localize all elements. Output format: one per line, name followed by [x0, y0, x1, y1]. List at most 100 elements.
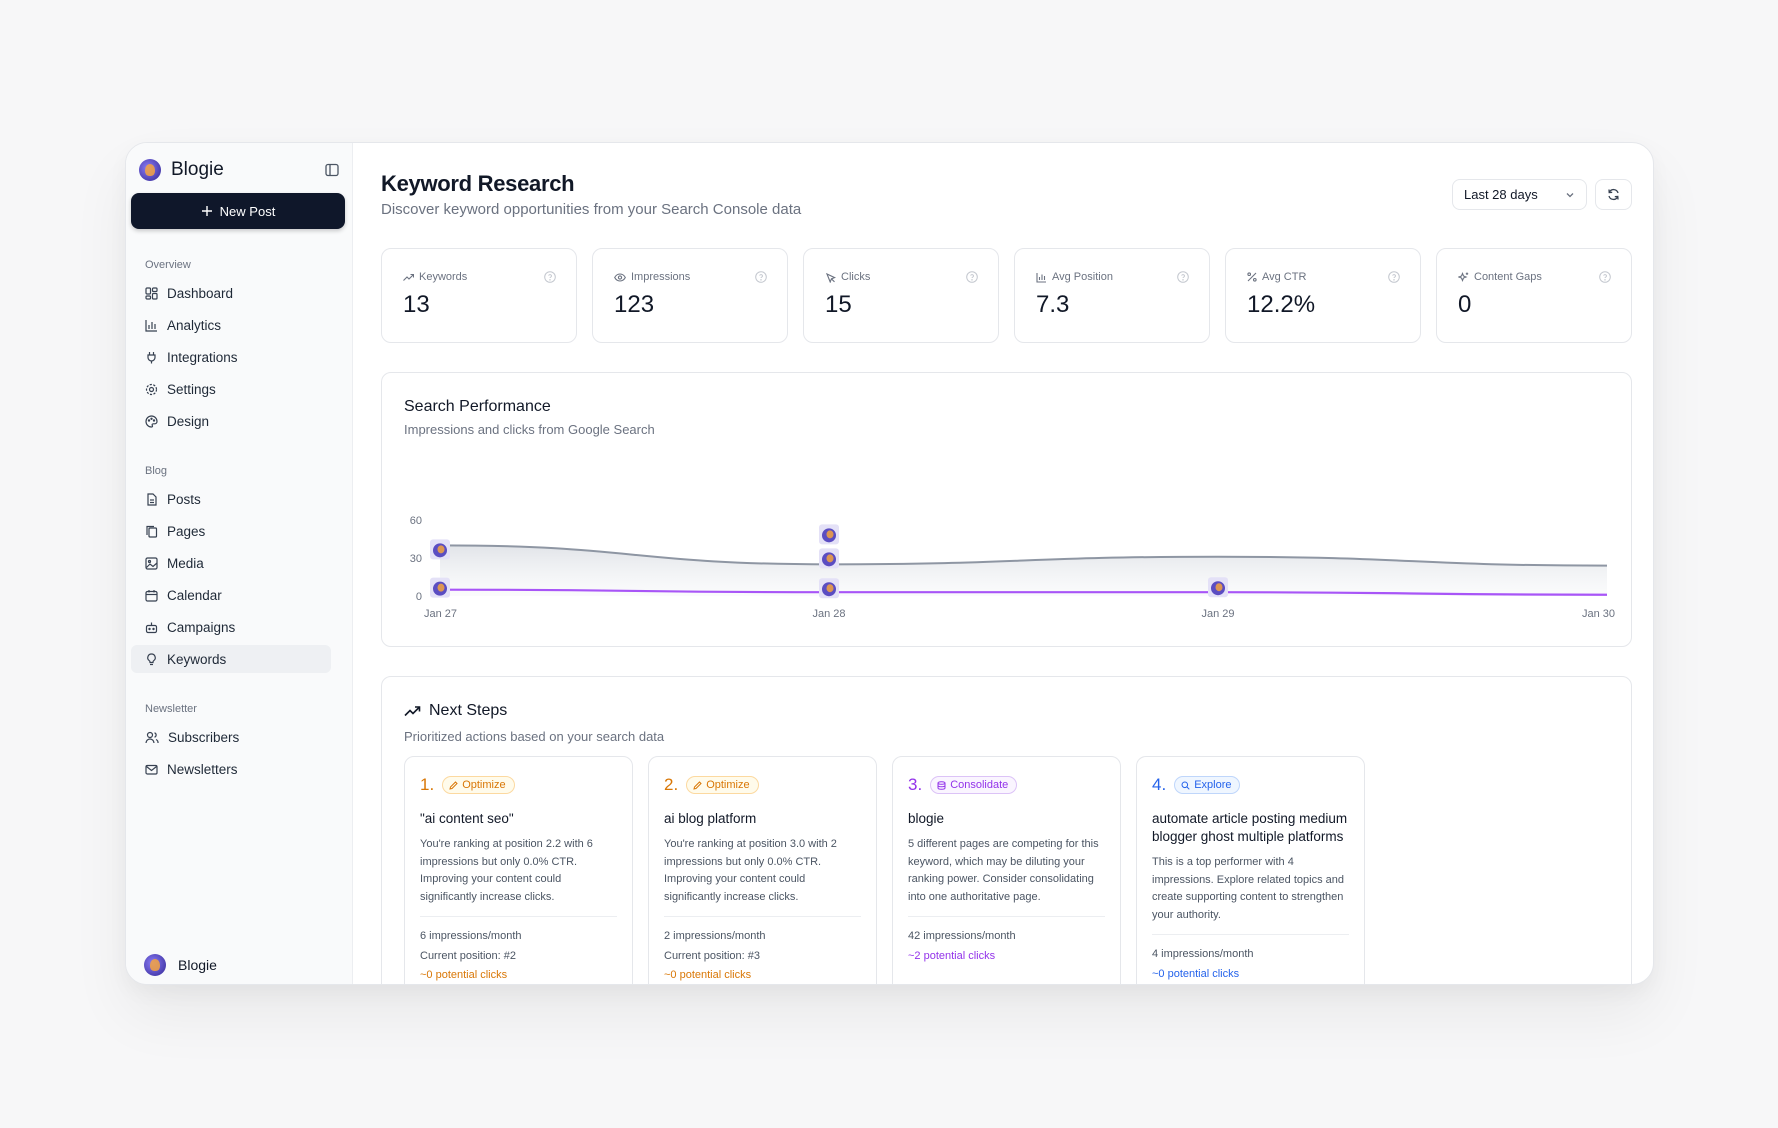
percent-icon — [1247, 272, 1257, 282]
sidebar-item-pages[interactable]: Pages — [131, 517, 331, 545]
dashboard-icon — [145, 286, 158, 300]
step-number: 2. — [664, 775, 679, 794]
y-tick-label: 30 — [410, 553, 422, 565]
stat-label-row: Keywords — [403, 271, 556, 283]
bar-chart-icon — [1036, 272, 1046, 283]
data-point-avatar-icon[interactable] — [1208, 577, 1228, 598]
sidebar-item-media[interactable]: Media — [131, 549, 331, 577]
sidebar-item-settings[interactable]: Settings — [131, 375, 331, 403]
stat-card-content-gaps: Content Gaps 0 — [1436, 248, 1632, 343]
help-circle-icon[interactable] — [544, 271, 556, 283]
sidebar-item-dashboard[interactable]: Dashboard — [131, 279, 331, 307]
sidebar-item-campaigns[interactable]: Campaigns — [131, 613, 331, 641]
date-range-select[interactable]: Last 28 days — [1452, 179, 1587, 210]
sidebar-item-design[interactable]: Design — [131, 407, 331, 435]
main-content: Keyword Research Discover keyword opport… — [353, 143, 1653, 984]
series-line-1 — [439, 588, 1608, 596]
sidebar-item-label: Subscribers — [168, 729, 240, 745]
refresh-button[interactable] — [1595, 179, 1632, 210]
x-tick-label: Jan 27 — [424, 608, 457, 620]
step-header: 1. Optimize — [420, 775, 617, 795]
stats-row: Keywords 13 Impressions 123 Clicks 15 — [381, 248, 1632, 343]
step-meta: 2 impressions/month Current position: #3 ~… — [664, 927, 861, 984]
data-point-avatar-icon[interactable] — [430, 539, 450, 560]
data-point-avatar-icon[interactable] — [819, 548, 839, 569]
section-blog: Blog — [145, 465, 168, 477]
new-post-button[interactable]: New Post — [131, 193, 345, 229]
x-tick-label: Jan 28 — [812, 608, 845, 620]
sidebar-item-label: Keywords — [167, 651, 227, 667]
help-circle-icon[interactable] — [755, 271, 767, 283]
users-icon — [145, 731, 159, 743]
sidebar: Blogie New Post Overview Dashboard Analy… — [126, 143, 353, 984]
brand-name: Blogie — [171, 159, 224, 180]
step-header: 3. Consolidate — [908, 775, 1105, 795]
sidebar-item-posts[interactable]: Posts — [131, 485, 331, 513]
data-point-avatar-icon[interactable] — [430, 577, 450, 598]
next-step-card[interactable]: 1. Optimize "ai content seo" You're ranking… — [404, 756, 633, 984]
sidebar-item-integrations[interactable]: Integrations — [131, 343, 331, 371]
copy-icon — [146, 525, 158, 538]
data-point-avatar-icon[interactable] — [819, 524, 839, 545]
stat-label-row: Impressions — [614, 271, 767, 283]
sidebar-item-analytics[interactable]: Analytics — [131, 311, 331, 339]
stat-label: Content Gaps — [1474, 271, 1542, 283]
next-step-card[interactable]: 2. Optimize ai blog platform You're ranking… — [648, 756, 877, 984]
sidebar-item-keywords[interactable]: Keywords — [131, 645, 331, 673]
sidebar-item-label: Newsletters — [167, 761, 238, 777]
help-circle-icon[interactable] — [966, 271, 978, 283]
sidebar-item-label: Analytics — [167, 317, 222, 333]
step-position: Current position: #2 — [420, 949, 516, 962]
sidebar-item-calendar[interactable]: Calendar — [131, 581, 331, 609]
step-potential: ~2 potential clicks — [908, 949, 996, 962]
step-keyword: "ai content seo" — [420, 811, 514, 826]
bar-chart-icon — [145, 319, 157, 332]
steps-list: 1. Optimize "ai content seo" You're ranking… — [404, 756, 1609, 984]
step-badge-label: Explore — [1194, 779, 1232, 791]
panel-title: Next Steps — [429, 702, 508, 719]
data-point-avatar-icon[interactable] — [819, 578, 839, 599]
stat-value: 12.2% — [1247, 291, 1316, 318]
help-circle-icon[interactable] — [1388, 271, 1400, 283]
y-tick-label: 60 — [410, 515, 422, 527]
calendar-icon — [145, 589, 158, 602]
stat-label-row: Avg Position — [1036, 271, 1189, 283]
x-tick-label: Jan 29 — [1201, 608, 1234, 620]
step-meta: 6 impressions/month Current position: #2 ~… — [420, 927, 617, 984]
pencil-icon — [693, 780, 702, 790]
section-newsletter: Newsletter — [145, 703, 197, 715]
step-potential: ~0 potential clicks — [420, 969, 508, 981]
step-badge-label: Consolidate — [950, 779, 1009, 791]
sidebar-item-subscribers[interactable]: Subscribers — [131, 723, 331, 751]
cursor-icon — [825, 272, 836, 283]
app-window: Blogie New Post Overview Dashboard Analy… — [125, 142, 1654, 985]
step-meta: 42 impressions/month ~2 potential clicks — [908, 927, 1105, 966]
step-badge-label: Optimize — [706, 779, 750, 791]
step-impressions: 6 impressions/month — [420, 930, 522, 942]
stat-label-row: Content Gaps — [1458, 271, 1611, 283]
image-icon — [145, 556, 158, 570]
page-subtitle: Discover keyword opportunities from your… — [381, 201, 802, 218]
sidebar-item-label: Campaigns — [167, 619, 236, 635]
gear-icon — [145, 383, 158, 395]
next-step-card[interactable]: 4. Explore automate article posting medium… — [1136, 756, 1365, 984]
stat-card-avg-position: Avg Position 7.3 — [1014, 248, 1210, 343]
sidebar-toggle-button[interactable] — [320, 158, 344, 182]
stat-label: Avg Position — [1052, 271, 1113, 283]
account-menu[interactable]: Blogie — [144, 954, 217, 976]
stat-card-avg-ctr: Avg CTR 12.2% — [1225, 248, 1421, 343]
plus-icon — [201, 206, 212, 216]
header-actions: Last 28 days — [1452, 179, 1632, 210]
help-circle-icon[interactable] — [1599, 271, 1611, 283]
help-circle-icon[interactable] — [1177, 271, 1189, 283]
section-overview: Overview — [145, 259, 191, 271]
search-icon — [1181, 781, 1190, 790]
chevron-down-icon — [1566, 192, 1574, 197]
step-number: 3. — [908, 775, 923, 794]
next-step-card[interactable]: 3. Consolidate blogie 5 different pages are… — [892, 756, 1121, 984]
step-badge: Optimize — [686, 776, 759, 794]
sidebar-item-newsletters[interactable]: Newsletters — [131, 755, 331, 783]
brand[interactable]: Blogie — [131, 153, 344, 187]
step-description: You're ranking at position 3.0 with 2 im… — [664, 836, 861, 917]
step-keyword: blogie — [908, 811, 945, 826]
